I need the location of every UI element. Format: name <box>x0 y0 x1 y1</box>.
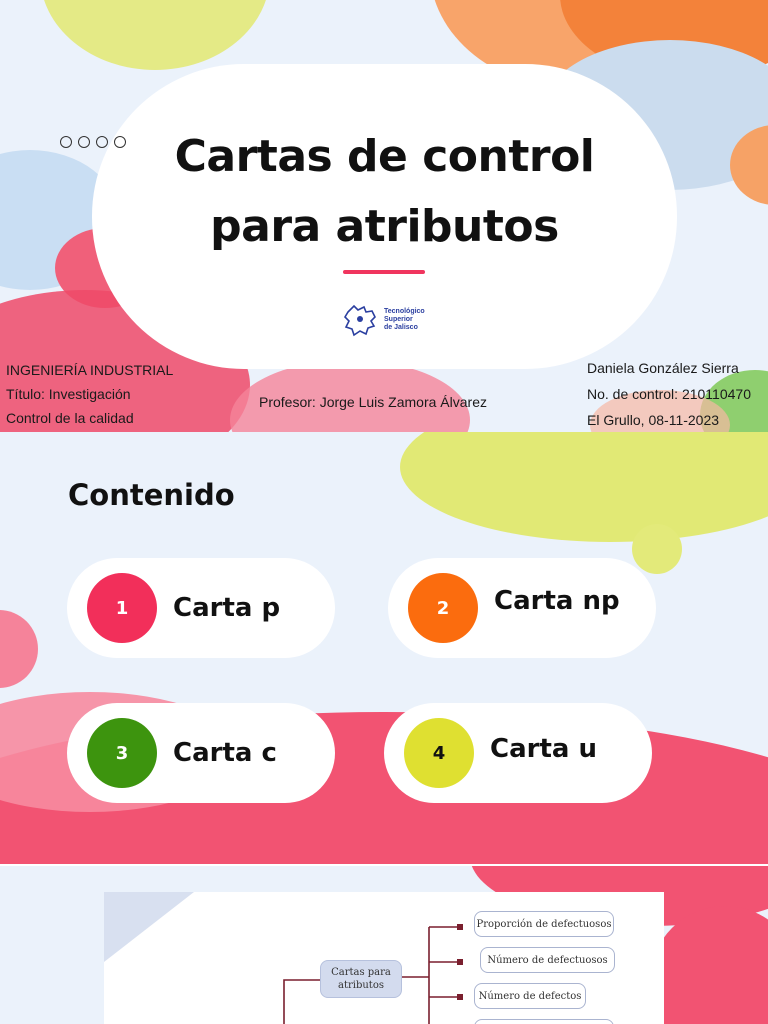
item-number-badge: 3 <box>87 718 157 788</box>
course-subject: Control de la calidad <box>6 410 134 426</box>
diagram-slide: Cartas para atributos Proporción de defe… <box>0 866 768 1024</box>
student-info: Daniela González Sierra No. de control: … <box>587 355 751 432</box>
title-pill <box>92 64 677 369</box>
contents-heading: Contenido <box>68 478 235 512</box>
diagram-branch-partial <box>474 1019 614 1024</box>
institution-logo: Tecnológico Superior de Jalisco <box>342 302 425 338</box>
decor-blob-pink-left <box>0 610 38 688</box>
content-item-1[interactable]: 1 Carta p <box>67 558 335 658</box>
diagram-branch-defective-count: Número de defectuosos <box>480 947 615 973</box>
course-program: INGENIERÍA INDUSTRIAL <box>6 362 174 378</box>
course-title: Título: Investigación <box>6 386 131 402</box>
course-info: INGENIERÍA INDUSTRIAL Título: Investigac… <box>6 358 173 430</box>
item-number-badge: 4 <box>404 718 474 788</box>
dot-icon <box>60 136 72 148</box>
diagram-root-node: Cartas para atributos <box>320 960 402 998</box>
diagram-branch-defects-count: Número de defectos <box>474 983 586 1009</box>
title-underline <box>343 270 425 274</box>
decor-blob-yellow <box>40 0 270 70</box>
dot-icon <box>114 136 126 148</box>
item-label: Carta np <box>494 586 620 616</box>
professor-name: Profesor: Jorge Luis Zamora Álvarez <box>259 394 487 410</box>
dot-icon <box>96 136 108 148</box>
place-date: El Grullo, 08-11-2023 <box>587 412 720 428</box>
item-label: Carta c <box>173 738 277 768</box>
control-number: No. de control: 210110470 <box>587 386 751 402</box>
decor-blob-yellow-top <box>400 432 768 542</box>
title-line-2: para atributos <box>210 201 559 252</box>
content-item-3[interactable]: 3 Carta c <box>67 703 335 803</box>
decor-blob-yellow-small <box>632 524 682 574</box>
title-line-1: Cartas de control <box>174 131 595 182</box>
title-slide: Cartas de control para atributos Tecnoló… <box>0 0 768 432</box>
diagram-corner-shape <box>104 892 194 962</box>
content-item-2[interactable]: 2 Carta np <box>388 558 656 658</box>
student-name: Daniela González Sierra <box>587 360 739 376</box>
item-label: Carta u <box>490 734 597 764</box>
item-label: Carta p <box>173 593 281 623</box>
item-number-badge: 2 <box>408 573 478 643</box>
jalisco-map-icon <box>343 304 376 337</box>
item-number-badge: 1 <box>87 573 157 643</box>
logo-text: Tecnológico Superior de Jalisco <box>384 308 425 331</box>
content-item-4[interactable]: 4 Carta u <box>384 703 652 803</box>
decorative-dots <box>60 136 126 148</box>
slide-title: Cartas de control para atributos <box>92 122 677 262</box>
contents-slide: Contenido 1 Carta p 2 Carta np 3 Carta c… <box>0 432 768 864</box>
dot-icon <box>78 136 90 148</box>
concept-diagram: Cartas para atributos Proporción de defe… <box>104 892 664 1024</box>
diagram-branch-proportion: Proporción de defectuosos <box>474 911 614 937</box>
